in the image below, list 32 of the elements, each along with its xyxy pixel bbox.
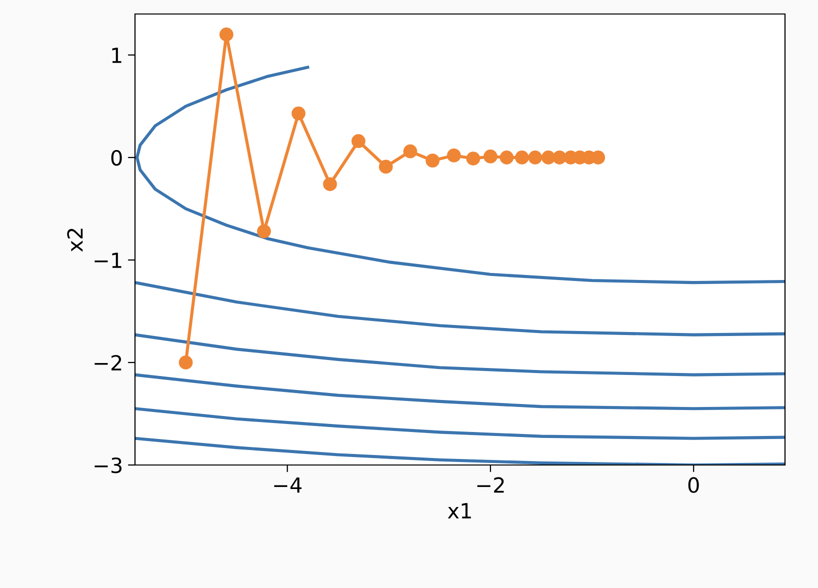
point: [403, 144, 418, 158]
y-tick-label: −1: [94, 252, 122, 268]
line-series: [135, 407, 785, 440]
line-series: [135, 373, 785, 410]
point: [446, 148, 461, 162]
line-series: [135, 333, 785, 376]
point: [552, 150, 566, 164]
point: [219, 28, 234, 42]
point: [515, 150, 529, 164]
y-tick-label: −3: [94, 457, 122, 474]
point: [323, 177, 337, 192]
x-axis-title: x1: [448, 503, 471, 518]
point: [257, 224, 271, 238]
point: [500, 150, 514, 164]
x-tick-label: 0: [688, 477, 699, 493]
point: [178, 356, 193, 370]
point: [484, 150, 498, 164]
y-axis-title: x2: [67, 228, 83, 252]
y-tick-label: 1: [112, 48, 122, 63]
point: [378, 160, 393, 174]
y-tick-label: 0: [111, 150, 122, 166]
point: [528, 150, 542, 164]
point: [466, 152, 480, 166]
x-tick-label: −2: [477, 477, 504, 493]
line-series: [135, 281, 785, 336]
line-series: [136, 66, 785, 284]
point: [292, 106, 306, 120]
point: [351, 134, 366, 148]
x-tick-label: −4: [274, 477, 302, 493]
y-tick-label: −2: [94, 354, 122, 370]
point: [426, 154, 440, 168]
point: [541, 150, 556, 164]
